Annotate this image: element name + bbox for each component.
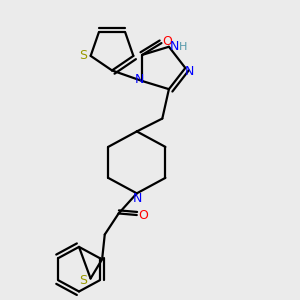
Text: N: N bbox=[170, 40, 179, 53]
Text: O: O bbox=[163, 35, 172, 48]
Text: N: N bbox=[184, 64, 194, 78]
Text: S: S bbox=[80, 50, 87, 62]
Text: S: S bbox=[79, 274, 87, 286]
Text: O: O bbox=[139, 208, 148, 221]
Text: N: N bbox=[133, 192, 142, 206]
Text: N: N bbox=[135, 73, 144, 86]
Text: H: H bbox=[178, 42, 187, 52]
